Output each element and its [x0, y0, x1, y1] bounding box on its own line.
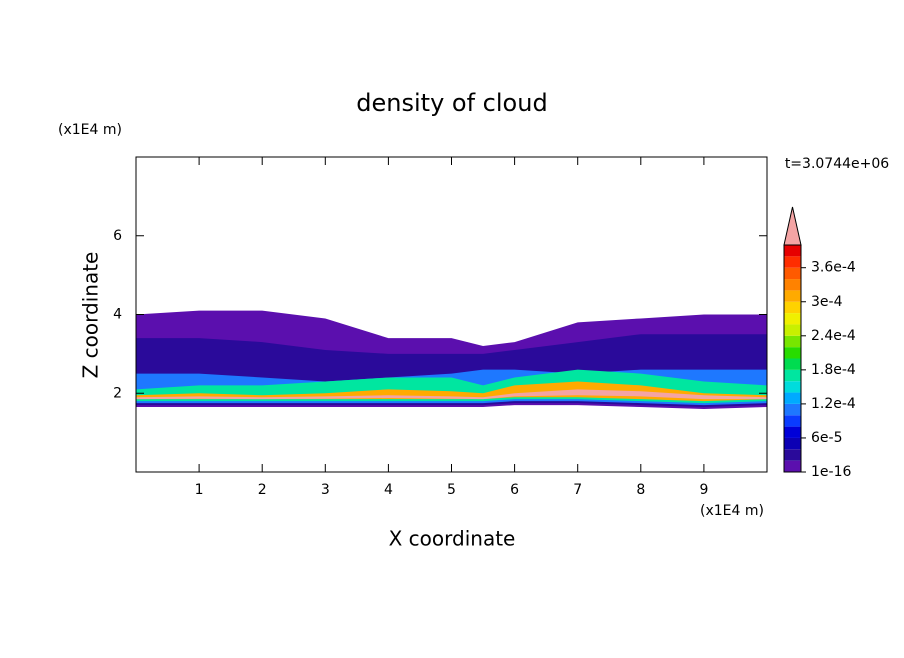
contour-layer [136, 381, 767, 402]
colorbar-label: 2.4e-4 [811, 328, 856, 344]
colorbar-swatch [784, 279, 801, 291]
colorbar-label: 1e-16 [811, 464, 851, 480]
colorbar-swatch [784, 267, 801, 280]
x-tick-label: 4 [384, 482, 393, 498]
colorbar-extend [783, 206, 802, 246]
x-tick-label: 5 [447, 482, 456, 498]
x-tick-label: 8 [636, 482, 645, 498]
colorbar-swatch [784, 256, 801, 268]
time-label: t=3.0744e+06 [785, 156, 889, 172]
colorbar-swatch [784, 415, 801, 427]
colorbar-swatch [784, 369, 801, 382]
x-tick-label: 1 [195, 482, 204, 498]
colorbar-swatch [784, 403, 801, 416]
colorbar-swatch [784, 392, 801, 404]
x-tick-label: 7 [573, 482, 582, 498]
colorbar-swatch [784, 460, 801, 472]
contour-layer [136, 389, 767, 400]
x-tick-label: 2 [258, 482, 267, 498]
colorbar-label: 1.2e-4 [811, 396, 856, 412]
colorbar-swatch [784, 426, 801, 438]
x-unit: (x1E4 m) [700, 503, 764, 519]
colorbar-frame [783, 244, 802, 473]
x-tick-label: 3 [321, 482, 330, 498]
y-tick-label: 6 [113, 228, 122, 244]
colorbar-label: 3e-4 [811, 294, 843, 310]
chart-title: density of cloud [356, 89, 547, 117]
x-axis-label: X coordinate [389, 527, 516, 551]
colorbar-label: 1.8e-4 [811, 362, 856, 378]
colorbar-swatch [784, 437, 801, 450]
y-tick-label: 2 [113, 385, 122, 401]
contour-field [136, 310, 767, 409]
colorbar-label: 6e-5 [811, 430, 842, 446]
colorbar-label: 3.6e-4 [811, 260, 856, 276]
colorbar-swatch [784, 245, 801, 257]
colorbar-swatch [784, 358, 801, 370]
colorbar-swatch [784, 324, 801, 336]
colorbar-swatch [784, 347, 801, 359]
colorbar-swatch [784, 301, 801, 314]
x-tick-label: 9 [699, 482, 708, 498]
colorbar-swatch [784, 449, 801, 461]
y-axis-label: Z coordinate [79, 252, 103, 379]
y-unit: (x1E4 m) [58, 122, 122, 138]
colorbar-swatch [784, 313, 801, 325]
colorbar-swatch [784, 381, 801, 393]
colorbar-swatch [784, 335, 801, 348]
colorbar-swatch [784, 290, 801, 302]
y-tick-label: 4 [113, 307, 122, 323]
x-tick-label: 6 [510, 482, 519, 498]
